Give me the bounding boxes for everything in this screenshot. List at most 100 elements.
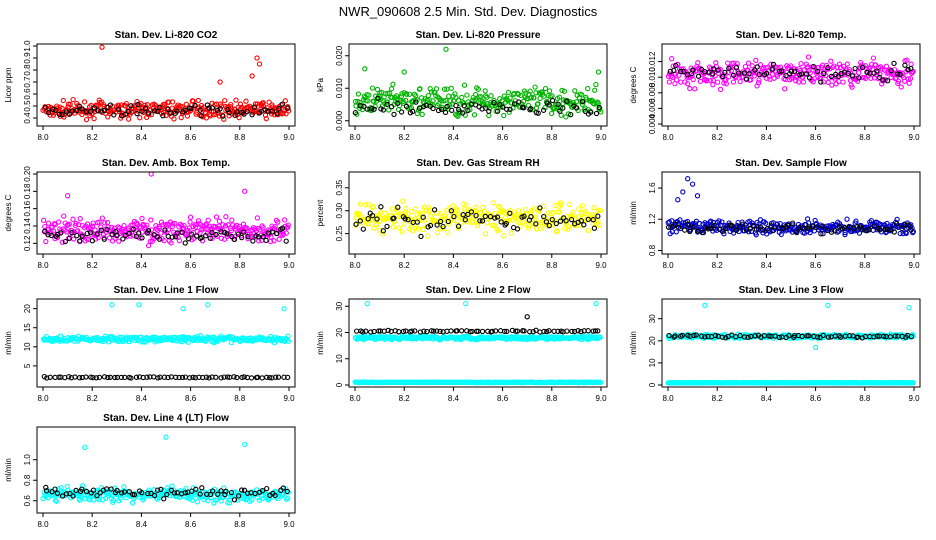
data-point xyxy=(494,226,500,233)
data-point xyxy=(148,227,155,233)
data-point xyxy=(484,220,490,226)
x-tick-label: 8.8 xyxy=(546,394,558,403)
data-point xyxy=(589,211,595,218)
data-point xyxy=(491,100,497,106)
data-point xyxy=(892,333,898,339)
data-point xyxy=(800,79,807,85)
data-point xyxy=(731,60,737,66)
data-point xyxy=(122,232,129,239)
data-point xyxy=(52,486,58,492)
data-point xyxy=(101,236,107,242)
data-point xyxy=(186,236,192,242)
data-point xyxy=(285,224,291,230)
data-point xyxy=(725,60,731,66)
data-point xyxy=(395,204,401,210)
y-tick-label: 0.12 xyxy=(23,235,32,251)
y-tick-label: 0.9 xyxy=(23,52,32,64)
data-point xyxy=(548,210,555,217)
data-point xyxy=(568,216,575,223)
data-point xyxy=(690,224,696,230)
data-point xyxy=(685,221,691,227)
data-point xyxy=(465,107,471,114)
data-point xyxy=(546,88,553,94)
data-point xyxy=(193,233,200,239)
data-point xyxy=(836,61,843,67)
data-point xyxy=(410,108,416,115)
outlier-point xyxy=(249,73,255,79)
data-point xyxy=(142,105,149,112)
data-point xyxy=(365,98,371,104)
data-point xyxy=(460,201,466,207)
data-point xyxy=(121,222,127,229)
data-point xyxy=(382,210,388,216)
y-tick-label: 0.8 xyxy=(648,244,657,256)
data-point xyxy=(768,61,774,67)
data-point xyxy=(730,72,737,78)
data-point xyxy=(852,65,858,72)
data-point xyxy=(156,225,163,231)
data-point xyxy=(206,375,212,381)
data-point xyxy=(122,103,129,109)
data-point xyxy=(448,85,454,91)
data-point xyxy=(549,214,555,220)
data-point xyxy=(116,238,122,244)
data-point xyxy=(385,327,391,334)
data-point xyxy=(690,67,696,73)
data-point xyxy=(53,498,60,504)
data-point xyxy=(509,327,516,334)
data-point xyxy=(275,219,281,225)
outlier-point xyxy=(443,46,449,52)
data-point xyxy=(409,328,415,334)
outlier-point xyxy=(825,302,831,309)
y-tick-label: 0 xyxy=(335,382,344,387)
data-point xyxy=(540,107,547,113)
data-point xyxy=(908,61,914,67)
data-point xyxy=(678,68,684,75)
data-point xyxy=(264,485,270,492)
data-point xyxy=(399,229,405,235)
data-point xyxy=(104,226,110,233)
data-point xyxy=(147,238,153,245)
y-tick-label: 0.25 xyxy=(335,225,344,241)
data-point xyxy=(557,209,563,215)
y-tick-label: 0.6 xyxy=(23,495,32,507)
data-point xyxy=(516,99,522,105)
data-points xyxy=(352,198,604,240)
data-point xyxy=(537,95,543,102)
data-point xyxy=(856,230,863,236)
data-point xyxy=(214,107,221,113)
data-point xyxy=(521,213,527,219)
data-point xyxy=(719,334,725,340)
data-point xyxy=(720,73,726,80)
data-point xyxy=(45,220,52,226)
data-point xyxy=(50,228,57,234)
data-point xyxy=(91,115,97,122)
data-point xyxy=(501,233,507,239)
data-point xyxy=(794,229,800,236)
data-point xyxy=(442,213,448,219)
plot-frame xyxy=(661,298,921,388)
data-point xyxy=(77,238,83,244)
data-point xyxy=(515,91,521,98)
data-point xyxy=(842,231,848,238)
x-tick-label: 8.8 xyxy=(234,520,246,529)
data-point xyxy=(575,107,581,114)
x-tick-label: 8.4 xyxy=(136,520,148,529)
data-point xyxy=(546,102,552,108)
data-point xyxy=(535,101,541,107)
x-tick-label: 9.0 xyxy=(595,261,607,270)
data-point xyxy=(776,334,783,341)
data-point xyxy=(864,69,870,75)
x-tick-label: 8.2 xyxy=(399,261,411,270)
data-point xyxy=(187,375,193,381)
data-point xyxy=(711,222,717,229)
data-point xyxy=(799,333,805,340)
y-tick-label: 0.30 xyxy=(335,202,344,218)
data-point xyxy=(210,488,216,494)
data-point xyxy=(380,228,386,234)
data-point xyxy=(79,233,85,239)
data-point xyxy=(461,82,468,88)
x-tick-label: 8.0 xyxy=(349,394,361,403)
data-point xyxy=(431,207,438,213)
